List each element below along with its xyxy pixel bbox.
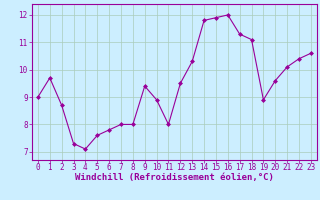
X-axis label: Windchill (Refroidissement éolien,°C): Windchill (Refroidissement éolien,°C): [75, 173, 274, 182]
